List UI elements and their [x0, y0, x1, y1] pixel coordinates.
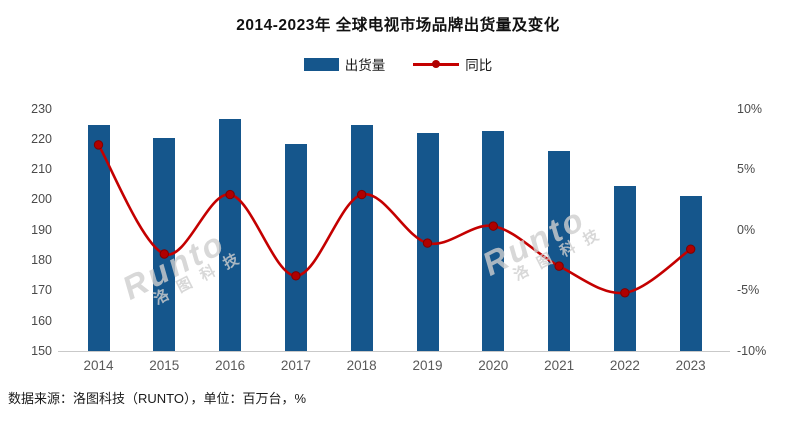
bar-2016 [219, 118, 242, 351]
x-axis-label-2018: 2018 [346, 358, 377, 373]
line-swatch-dot [432, 60, 441, 68]
legend-item-yoy: 同比 [413, 54, 492, 74]
left-axis-tick-150: 150 [31, 344, 52, 358]
x-axis-label-2014: 2014 [83, 358, 114, 373]
bar-swatch-icon [303, 57, 339, 71]
x-axis-label-2019: 2019 [412, 358, 443, 373]
bar-2023 [679, 195, 702, 351]
right-axis-tick-0: 0% [737, 222, 756, 237]
line-swatch-icon [413, 58, 460, 71]
bar-2018 [350, 125, 373, 351]
x-axis-label-2017: 2017 [280, 358, 311, 373]
source-note: 数据来源：洛图科技（RUNTO），单位：百万台，% [8, 391, 307, 406]
chart-title: 2014-2023年 全球电视市场品牌出货量及变化 [236, 17, 560, 34]
right-axis-tick-5: 5% [737, 162, 756, 177]
left-axis-tick-170: 170 [31, 283, 52, 298]
left-axis-tick-160: 160 [31, 313, 52, 328]
right-axis-tick--10: -10% [737, 344, 767, 358]
x-axis-label-2023: 2023 [675, 358, 706, 373]
legend-bar-label: 出货量 [344, 58, 386, 73]
left-axis-tick-180: 180 [31, 253, 52, 268]
bar-2022 [613, 185, 636, 351]
yoy-line [97, 144, 692, 295]
left-axis-tick-190: 190 [31, 222, 52, 237]
x-axis-line [58, 351, 730, 352]
bar-2019 [416, 132, 439, 351]
bar-2015 [153, 137, 176, 351]
legend-item-shipments: 出货量 [303, 54, 386, 74]
bar-2017 [284, 143, 307, 351]
legend: 出货量 同比 [0, 54, 796, 74]
x-axis-label-2021: 2021 [544, 358, 575, 373]
bar-2021 [548, 151, 571, 351]
bar-2020 [482, 130, 505, 351]
right-axis-tick-10: 10% [737, 101, 763, 116]
left-axis-tick-200: 200 [31, 192, 52, 207]
x-axis-label-2022: 2022 [609, 358, 640, 373]
right-axis-tick--5: -5% [737, 283, 760, 298]
legend-line-label: 同比 [465, 58, 493, 73]
x-axis-label-2015: 2015 [149, 358, 180, 373]
left-axis-tick-210: 210 [31, 162, 52, 177]
bar-2014 [87, 125, 110, 351]
x-axis-label-2016: 2016 [215, 358, 246, 373]
left-axis-tick-220: 220 [31, 131, 52, 146]
x-axis-label-2020: 2020 [478, 358, 509, 373]
left-axis-tick-230: 230 [31, 101, 52, 116]
